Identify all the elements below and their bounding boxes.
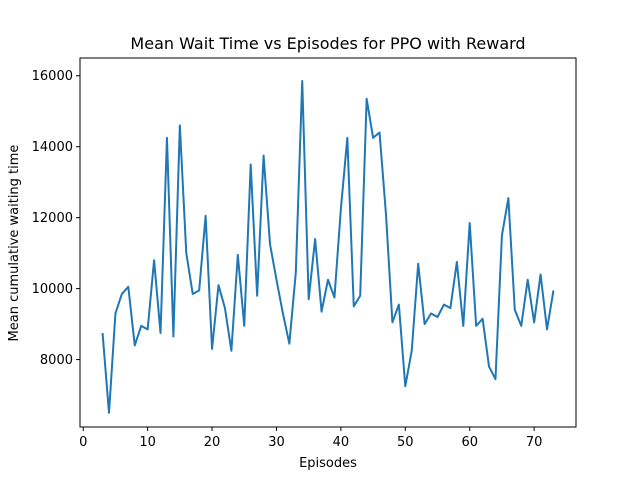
x-tick-label: 50 (397, 435, 414, 450)
y-tick-label: 12000 (32, 211, 73, 226)
x-tick-label: 20 (204, 435, 221, 450)
x-tick-label: 70 (526, 435, 543, 450)
y-tick-label: 16000 (32, 69, 73, 84)
x-tick-label: 0 (79, 435, 87, 450)
plot-area (101, 80, 555, 414)
x-tick-label: 10 (139, 435, 156, 450)
y-tick-label: 14000 (32, 140, 73, 155)
y-tick-label: 8000 (40, 353, 73, 368)
x-tick-label: 40 (333, 435, 350, 450)
x-axis-ticks: 0 10 20 30 40 50 60 70 (79, 427, 542, 450)
x-tick-label: 60 (461, 435, 478, 450)
y-axis-ticks: 8000 10000 12000 14000 16000 (32, 69, 80, 368)
x-axis-label: Episodes (299, 456, 357, 471)
series-line (101, 80, 555, 414)
y-axis-label: Mean cumulative waiting time (7, 145, 22, 342)
chart-title: Mean Wait Time vs Episodes for PPO with … (130, 34, 525, 53)
plot-frame (79, 57, 577, 428)
y-tick-label: 10000 (32, 282, 73, 297)
x-tick-label: 30 (268, 435, 285, 450)
